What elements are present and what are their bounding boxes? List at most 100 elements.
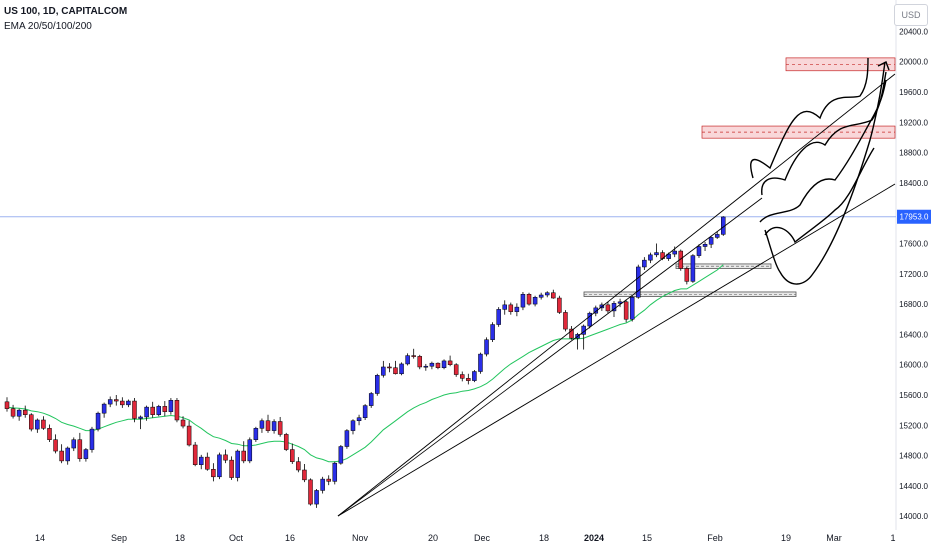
x-tick-label: 18 [539,533,549,543]
candle [460,371,465,382]
candle-body [362,405,368,418]
candle [150,401,155,418]
candle-body [308,479,313,505]
y-tick-label: 19200.0 [899,118,928,127]
candle [241,441,246,464]
candle [162,401,168,417]
candle [302,463,307,483]
candle-body [290,449,295,462]
candle [472,370,477,383]
candle [623,299,629,323]
candle-body [593,307,599,314]
y-tick-label: 20400.0 [899,27,928,36]
y-tick-label: 19600.0 [899,88,928,97]
candle [502,300,507,315]
candle-body [211,468,216,478]
candle-body [101,403,107,414]
candle-body [350,420,356,431]
candle-body [708,237,714,245]
candle [101,402,107,418]
candle-body [107,399,113,405]
candle-body [198,456,204,465]
y-tick-label: 14400.0 [899,482,928,491]
x-tick-label: 14 [35,533,45,543]
candle [126,399,131,408]
candle [344,429,350,449]
current-price-box [897,209,931,224]
candle [441,359,447,370]
candle-body [496,309,501,325]
candle [636,264,641,299]
candle [198,454,204,470]
candle [53,434,58,454]
candle [107,396,113,408]
candle-body [174,400,180,421]
candle-body [532,297,538,305]
candle-body [10,408,16,417]
x-tick-label: 18 [175,533,185,543]
candle-body [277,421,283,435]
candle-body [265,420,271,431]
candle-body [544,292,550,296]
candle-body [587,312,592,327]
candle-body [636,266,641,298]
candle-body [320,478,325,491]
candle [296,457,301,473]
x-tick-label: 2024 [584,533,604,543]
candle [186,420,192,447]
candle-body [672,250,677,255]
candle-body [120,400,125,406]
candle-body [223,454,228,461]
candle-body [381,366,386,376]
candle-body [557,297,562,313]
candle [217,452,222,480]
candle-body [514,306,520,312]
candle [654,243,659,258]
candle-body [526,293,532,305]
candle [417,354,423,370]
candle-body [247,439,253,462]
y-tick-label: 17600.0 [899,239,928,248]
candle-body [144,406,149,418]
candle-body [429,362,435,367]
candle [393,360,398,375]
y-tick-label: 16800.0 [899,300,928,309]
candle-body [375,375,380,394]
candle [447,355,453,367]
candle [678,249,684,271]
candle-body [344,430,350,447]
candle [484,337,489,357]
candle [532,295,538,307]
candle [59,444,64,464]
current-price-label: 17953.0 [900,213,929,222]
candle-body [393,367,398,375]
x-tick-label: 1 [890,533,895,543]
candle-body [690,255,696,282]
candle [326,475,331,486]
candle-body [490,324,495,340]
candle-body [684,268,690,282]
candle [520,291,526,311]
candle [557,295,562,314]
candle-body [83,449,89,459]
candle-body [168,400,174,412]
candle [235,449,240,482]
currency-button[interactable]: USD [894,4,928,26]
candle [587,311,592,329]
candle-body [180,419,186,427]
candle-body [271,421,277,431]
trendline-mid [337,73,896,517]
candle-body [447,360,453,365]
candle-body [696,246,702,256]
candle [95,411,101,432]
ema-line [6,264,724,463]
candle [132,398,137,423]
candle [629,295,635,322]
y-tick-label: 15200.0 [899,421,928,430]
candle [551,289,556,299]
candle [690,254,696,283]
candle-body [259,420,265,429]
y-tick-label: 17200.0 [899,270,928,279]
